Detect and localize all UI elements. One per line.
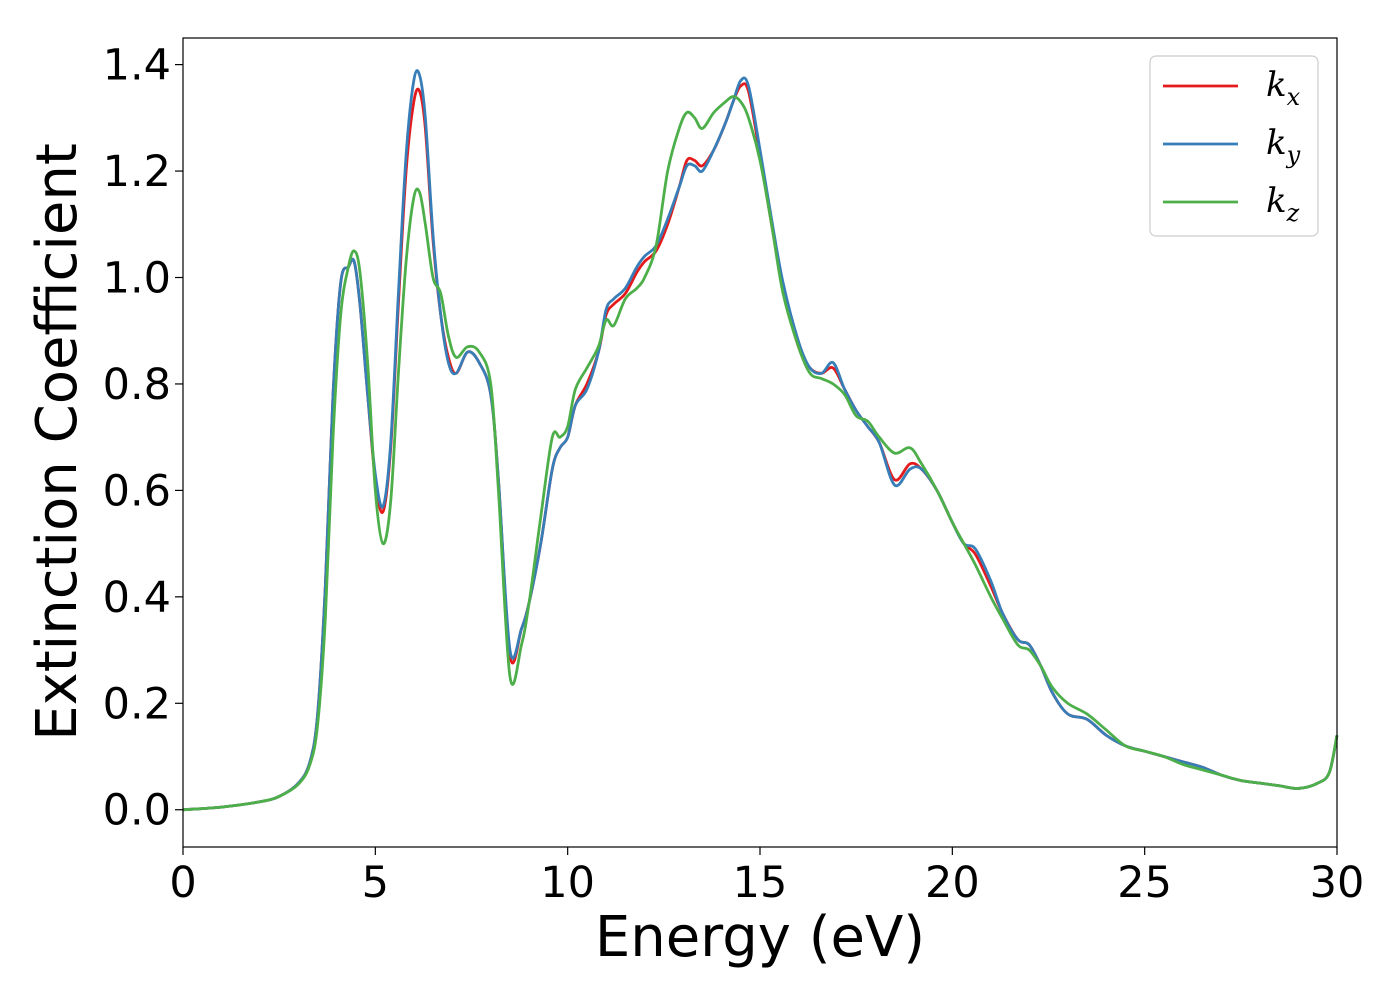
- legend-label-y: ky: [1266, 123, 1301, 169]
- x-tick-label: 15: [733, 858, 788, 908]
- y-tick-label: 0.2: [103, 679, 171, 729]
- y-tick-label: 1.0: [103, 254, 171, 304]
- legend-box: [1149, 55, 1319, 237]
- x-tick-label: 10: [540, 858, 595, 908]
- legend-label-x: kx: [1266, 65, 1301, 111]
- x-axis-ticks: 0 5 10 15 20 25 30: [169, 847, 1364, 908]
- legend: kx ky kz: [1149, 55, 1319, 237]
- x-tick-label: 5: [362, 858, 389, 908]
- series-line-z: [182, 95, 1339, 812]
- x-tick-label: 25: [1117, 858, 1172, 908]
- x-axis-title: Energy (eV): [595, 905, 925, 970]
- y-tick-label: 1.2: [103, 147, 171, 197]
- legend-label-z: kz: [1266, 181, 1300, 227]
- y-tick-label: 1.4: [103, 41, 171, 91]
- legend-items: kx ky kz: [1163, 65, 1301, 227]
- y-axis-ticks: 0.0 0.2 0.4 0.6 0.8 1.0 1.2 1.4: [103, 41, 183, 836]
- y-tick-label: 0.6: [103, 466, 171, 516]
- series-layer: [182, 69, 1339, 812]
- x-tick-label: 0: [169, 858, 196, 908]
- x-tick-label: 20: [925, 858, 980, 908]
- y-axis-title: Extinction Coefficient: [25, 143, 90, 741]
- x-tick-label: 30: [1310, 858, 1365, 908]
- y-tick-label: 0.8: [103, 360, 171, 410]
- y-tick-label: 0.0: [103, 786, 171, 836]
- y-tick-label: 0.4: [103, 573, 171, 623]
